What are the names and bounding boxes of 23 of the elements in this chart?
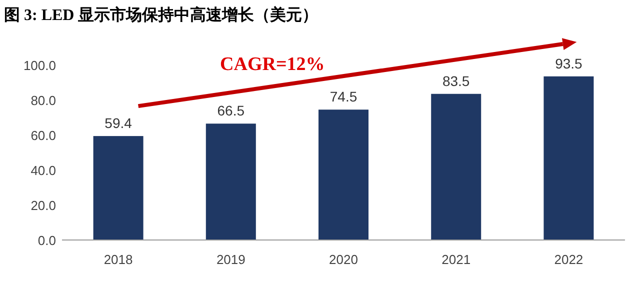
- y-tick-label: 40.0: [30, 163, 56, 178]
- y-tick-label: 60.0: [30, 128, 56, 143]
- y-tick-label: 100.0: [23, 58, 56, 73]
- x-tick-label: 2022: [554, 252, 584, 267]
- bar: [431, 94, 482, 240]
- data-label: 74.5: [330, 88, 358, 105]
- bar: [93, 136, 144, 240]
- data-label: 93.5: [555, 55, 583, 72]
- data-label: 66.5: [217, 102, 245, 119]
- x-tick-label: 2019: [216, 252, 246, 267]
- bar: [544, 76, 594, 240]
- data-label: 83.5: [442, 72, 470, 89]
- bar: [206, 124, 256, 240]
- data-label: 59.4: [104, 115, 132, 132]
- y-tick-label: 80.0: [30, 93, 56, 108]
- x-tick-label: 2020: [329, 252, 358, 267]
- y-tick-label: 20.0: [30, 198, 56, 213]
- y-tick-label: 0.0: [38, 233, 56, 248]
- annotation: CAGR=12%: [220, 54, 325, 75]
- x-tick-label: 2021: [442, 252, 471, 267]
- x-tick-label: 2018: [104, 252, 133, 267]
- chart-title: 图 3: LED 显示市场保持中高速增长（美元）: [4, 5, 318, 24]
- bar: [318, 110, 368, 240]
